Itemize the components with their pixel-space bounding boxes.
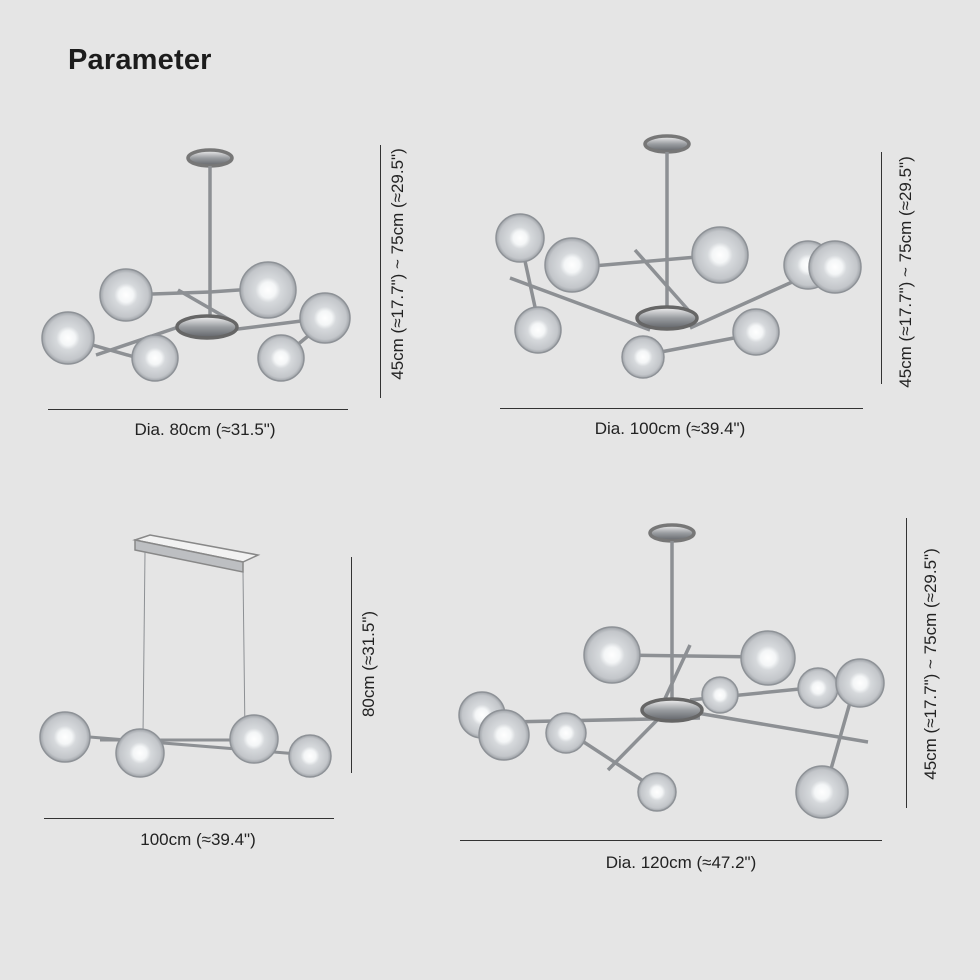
height-dimension-line-3 <box>351 557 352 773</box>
chandelier-120cm <box>458 523 885 819</box>
chandelier-100cm <box>495 134 862 379</box>
width-dimension-line-1 <box>48 409 348 410</box>
width-label-4: Dia. 120cm (≈47.2") <box>605 853 757 872</box>
height-dimension-line-1 <box>380 145 381 398</box>
height-label-2: 45cm (≈17.7") ~ 75cm (≈29.5") <box>896 156 915 388</box>
width-label-2: Dia. 100cm (≈39.4") <box>594 419 746 438</box>
linear-pendant-100cm <box>39 534 332 778</box>
height-label-1: 45cm (≈17.7") ~ 75cm (≈29.5") <box>388 148 407 380</box>
width-dimension-line-4 <box>460 840 882 841</box>
height-label-4: 45cm (≈17.7") ~ 75cm (≈29.5") <box>921 548 940 780</box>
width-dimension-line-2 <box>500 408 863 409</box>
width-label-3: 100cm (≈39.4") <box>140 830 256 849</box>
height-dimension-line-2 <box>881 152 882 384</box>
height-dimension-line-4 <box>906 518 907 808</box>
width-dimension-line-3 <box>44 818 334 819</box>
width-label-1: Dia. 80cm (≈31.5") <box>134 420 276 439</box>
chandelier-80cm <box>41 148 351 382</box>
height-label-3: 80cm (≈31.5") <box>359 610 378 718</box>
page-title: Parameter <box>68 44 212 76</box>
